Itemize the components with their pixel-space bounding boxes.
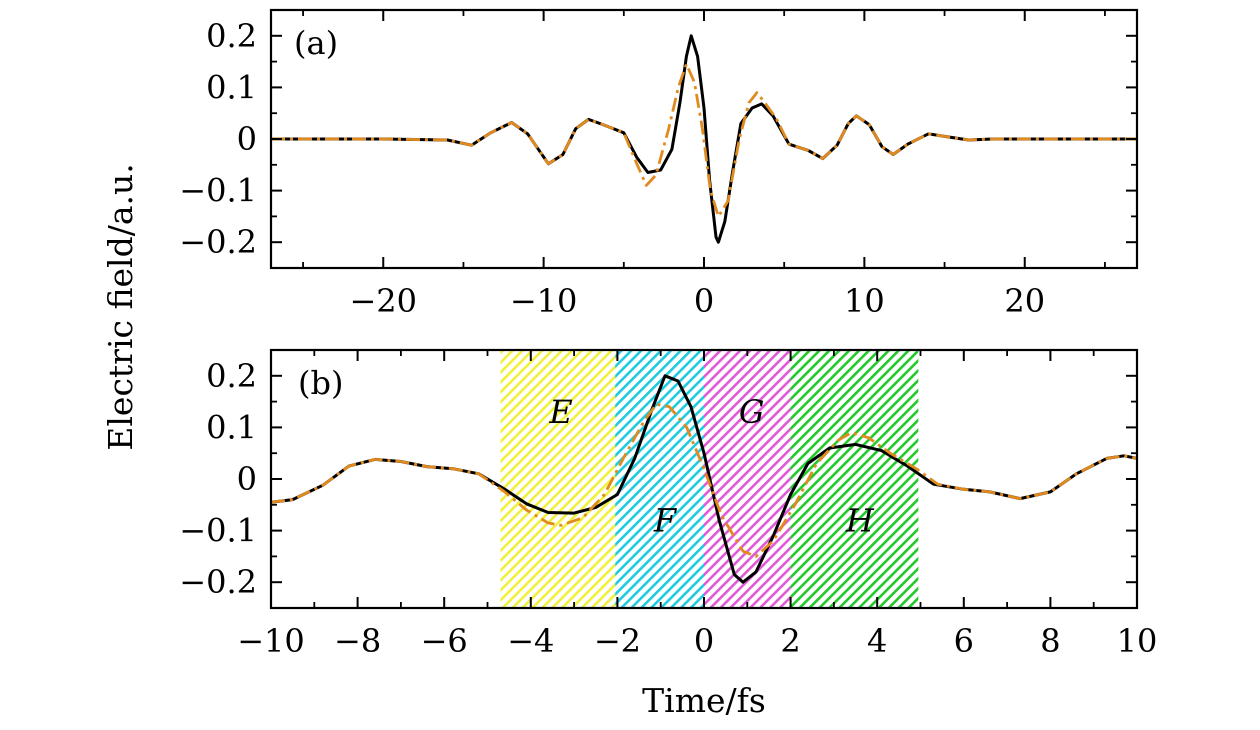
panel-a: −20 −10 0 10 20 −0.2 −0.1 0 0.1 0.2 (a) <box>179 8 1139 320</box>
y-tick-label: 0.2 <box>206 17 257 55</box>
x-tick-label: −4 <box>507 622 554 660</box>
x-tick-label: 4 <box>867 622 887 660</box>
panel-label: (a) <box>294 24 338 62</box>
dash-dot-series-line <box>270 402 1138 558</box>
x-tick-label: −10 <box>237 622 305 660</box>
region-label-e: E <box>548 393 572 431</box>
y-tick-label: 0.1 <box>206 408 257 446</box>
solid-series-line <box>270 374 1138 584</box>
x-tick-label: −20 <box>349 282 417 320</box>
x-tick-label: −8 <box>334 622 381 660</box>
region-e <box>500 350 616 608</box>
x-tick-label: −6 <box>421 622 468 660</box>
region-g <box>704 350 791 608</box>
x-axis-title: Time/fs <box>642 681 766 720</box>
y-tick-label: 0 <box>237 460 257 498</box>
y-tick-label: 0 <box>237 120 257 158</box>
region-h <box>790 350 919 608</box>
y-tick-label: −0.2 <box>179 563 257 601</box>
x-tick-label: 6 <box>954 622 974 660</box>
x-tick-label: 0 <box>694 622 714 660</box>
x-tick-label: −2 <box>594 622 641 660</box>
x-tick-label: 10 <box>844 282 885 320</box>
y-tick-label: 0.1 <box>206 68 257 106</box>
y-tick-label: 0.2 <box>206 357 257 395</box>
y-tick-label: −0.2 <box>179 223 257 261</box>
x-tick-label: 20 <box>1004 282 1045 320</box>
y-tick-label: −0.1 <box>179 512 257 550</box>
region-label-f: F <box>653 501 678 539</box>
x-tick-label: −10 <box>510 282 578 320</box>
panel-label: (b) <box>298 364 343 402</box>
x-tick-label: 2 <box>780 622 800 660</box>
x-tick-label: 8 <box>1040 622 1060 660</box>
x-tick-label: 0 <box>694 282 714 320</box>
shared-y-axis-title: Electric field/a.u. <box>101 163 140 450</box>
region-label-h: H <box>845 501 875 539</box>
dash-dot-series-line <box>271 62 1137 218</box>
x-tick-label: 10 <box>1117 622 1158 660</box>
y-tick-label: −0.1 <box>179 172 257 210</box>
panel-b: E F G H −10 −8 −6 −4 −2 0 2 4 6 8 10 −0.2 −0.1 0 0.1 0.2 (b)… <box>179 348 1158 720</box>
region-label-g: G <box>739 393 765 431</box>
